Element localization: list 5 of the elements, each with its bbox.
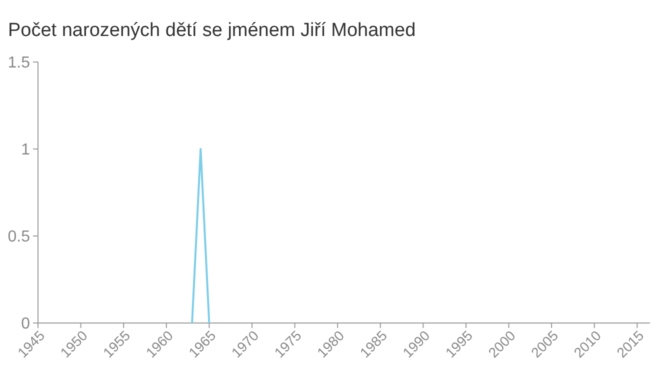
y-tick-label: 1 — [21, 142, 30, 159]
chart-title: Počet narozených dětí se jménem Jiří Mohamed — [8, 20, 416, 41]
y-tick-label: 0.5 — [8, 228, 30, 246]
y-tick-label: 0 — [21, 316, 30, 333]
y-tick-label: 1.5 — [8, 54, 30, 72]
